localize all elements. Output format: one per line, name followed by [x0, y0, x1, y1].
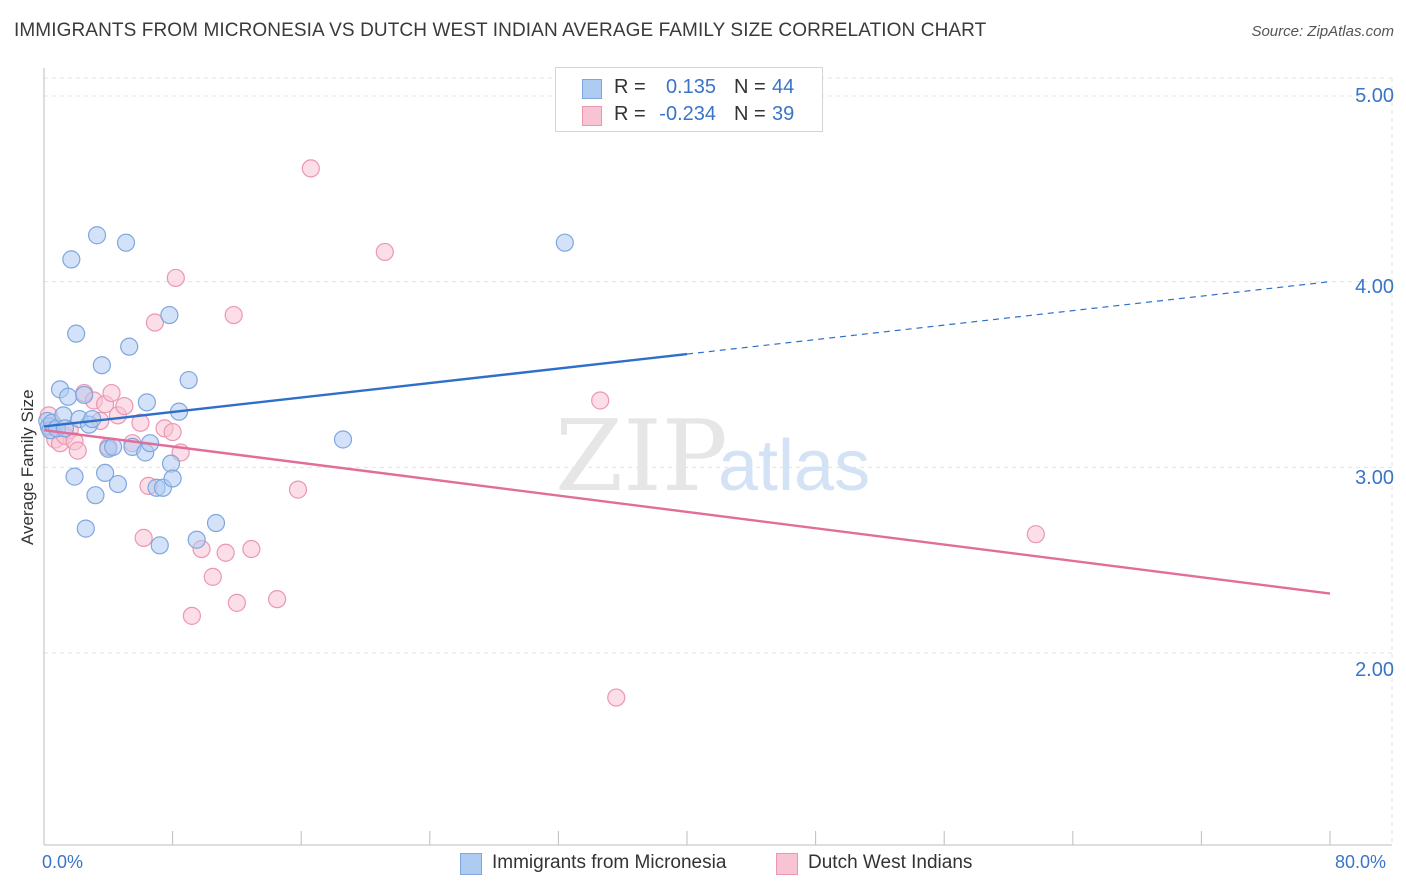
scatter-point: [137, 393, 156, 412]
scatter-point: [333, 430, 353, 449]
scatter-point: [131, 413, 150, 432]
scatter-point: [116, 233, 136, 252]
x-tick-label-max: 80.0%: [1335, 852, 1387, 872]
legend-r-value: 0.135: [665, 76, 716, 98]
scatter-point: [163, 422, 182, 442]
scatter-point: [134, 528, 153, 547]
scatter-point: [92, 356, 111, 375]
scatter-point: [68, 441, 87, 460]
scatter-point: [87, 226, 107, 245]
scatter-point: [203, 567, 222, 586]
scatter-point: [59, 387, 78, 406]
bottom-legend-swatch-pink: [776, 853, 798, 875]
legend-n-label: N =: [734, 103, 766, 125]
y-axis-label: Average Family Size: [18, 389, 37, 545]
watermark: ZIP atlas: [555, 400, 870, 514]
bottom-legend-label: Dutch West Indians: [808, 852, 973, 873]
bottom-legend-swatch-blue: [460, 853, 482, 875]
scatter-point: [102, 383, 121, 403]
y-tick-label: 3.00: [1355, 467, 1394, 489]
legend-r-label: R =: [614, 103, 646, 125]
legend-swatch-blue: [582, 79, 602, 99]
scatter-point: [86, 486, 105, 505]
legend-row-micronesia: R = 0.135 N = 44: [556, 74, 822, 100]
scatter-point: [1026, 525, 1045, 544]
bottom-legend-label: Immigrants from Micronesia: [492, 852, 727, 873]
scatter-point: [83, 409, 102, 429]
watermark-atlas: atlas: [718, 426, 870, 506]
scatter-point: [104, 437, 123, 457]
scatter-point: [187, 530, 206, 549]
scatter-point: [120, 337, 139, 356]
scatter-point: [227, 593, 246, 612]
y-tick-label: 4.00: [1355, 276, 1394, 298]
legend-swatch-pink: [582, 106, 602, 126]
scatter-point: [166, 268, 185, 288]
scatter-point: [591, 391, 610, 410]
scatter-point: [555, 233, 574, 252]
scatter-point: [145, 313, 165, 332]
chart-title: IMMIGRANTS FROM MICRONESIA VS DUTCH WEST…: [14, 20, 987, 41]
series-dutch-west-indians: [39, 159, 1045, 707]
trendline-dutch-west-indians: [43, 429, 1331, 595]
trendlines: [43, 281, 1331, 595]
scatter-point: [607, 688, 626, 707]
legend-r-value: -0.234: [659, 103, 716, 125]
watermark-zip: ZIP: [555, 400, 728, 514]
trendline-micronesia-solid: [43, 352, 688, 428]
scatter-point: [76, 519, 95, 538]
source-label: Source: ZipAtlas.com: [1251, 23, 1394, 40]
x-tick-label-min: 0.0%: [42, 852, 84, 872]
scatter-point: [65, 467, 84, 486]
scatter-point: [267, 590, 287, 609]
scatter-point: [95, 463, 115, 483]
scatter-point: [301, 159, 320, 178]
scatter-point: [115, 396, 134, 416]
scatter-point: [160, 305, 179, 325]
series-immigrants-from-micronesia: [38, 226, 574, 555]
scatter-point: [108, 474, 128, 494]
scatter-point: [288, 480, 308, 499]
scatter-point: [206, 513, 226, 533]
scatter-point: [163, 469, 182, 488]
scatter-point: [75, 385, 94, 405]
axes: [43, 68, 1392, 846]
scatter-point: [242, 539, 261, 559]
scatter-point: [179, 370, 198, 390]
legend-row-dutch-west-indians: R = -0.234 N = 39: [556, 101, 822, 127]
correlation-legend: R = 0.135 N = 44 R = -0.234 N = 39: [555, 67, 823, 132]
scatter-point: [224, 305, 243, 325]
scatter-point: [67, 324, 86, 343]
trendline-micronesia-dashed: [686, 281, 1331, 355]
y-tick-label: 5.00: [1355, 85, 1394, 107]
scatter-point: [62, 250, 81, 269]
scatter-point: [375, 242, 394, 262]
scatter-point: [182, 606, 201, 625]
scatter-point: [216, 543, 235, 562]
scatter-point: [150, 536, 169, 555]
legend-n-value: 39: [772, 103, 795, 125]
legend-r-label: R =: [614, 76, 646, 98]
legend-n-label: N =: [734, 76, 766, 98]
y-tick-label: 2.00: [1355, 659, 1394, 681]
legend-n-value: 44: [772, 76, 795, 98]
